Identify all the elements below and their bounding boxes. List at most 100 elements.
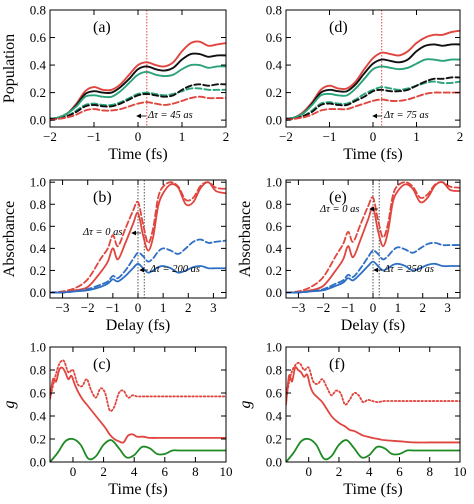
x-axis-label: Time (fs) [343, 481, 402, 498]
panel-e: −3 −2 −1 0 1 2 3 0.0 0.2 0.4 0.6 0.8 1.0 Delay (fs) Ab… [237, 175, 461, 334]
series-line [286, 437, 460, 462]
x-tick-label: 6 [162, 464, 169, 479]
y-tick-label: 0.2 [30, 263, 46, 278]
panel-d: −2 −1 0 1 2 0.0 0.2 0.4 0.6 0.8 Time (fs) (d) Δτ = 7… [266, 3, 464, 164]
series-line [50, 181, 226, 294]
series-line [286, 58, 460, 120]
y-tick-label: 0.4 [266, 58, 283, 73]
series-line [50, 181, 226, 294]
x-axis-label: Time (fs) [108, 146, 167, 163]
y-tick-label: 0.4 [30, 409, 47, 424]
series-line [286, 181, 460, 294]
panel-label: (e) [329, 189, 347, 206]
y-tick-label: 0.4 [30, 241, 47, 256]
x-tick-label: 1 [413, 129, 420, 144]
series-line [286, 181, 460, 294]
series-line [286, 91, 460, 122]
x-tick-label: 2 [419, 300, 426, 315]
y-tick-label: 0.4 [30, 58, 47, 73]
series-line [286, 43, 460, 120]
x-axis-label: Delay (fs) [106, 317, 170, 334]
series-line [50, 52, 226, 120]
x-tick-label: 3 [210, 300, 217, 315]
series-line [286, 80, 460, 120]
series-line [50, 262, 226, 294]
x-tick-label: −2 [43, 129, 57, 144]
y-axis-label: Absorbance [1, 201, 18, 277]
x-tick-label: 1 [395, 300, 402, 315]
x-tick-label: −3 [292, 300, 306, 315]
series-line [50, 63, 226, 120]
x-tick-label: 6 [396, 464, 403, 479]
series-line [286, 260, 460, 294]
x-tick-label: −2 [316, 300, 330, 315]
panel-c: 0 2 4 6 8 10 0.0 0.2 0.4 0.6 0.8 1.0 Time (fs) g (c) [1, 340, 233, 499]
panel-b: −3 −2 −1 0 1 2 3 0.0 0.2 0.4 0.6 0.8 1.0 Delay (fs) Ab… [1, 175, 227, 334]
y-tick-label: 0.0 [266, 113, 282, 128]
panel-label: (a) [93, 19, 111, 36]
plot-frame [285, 346, 461, 463]
series-line [50, 40, 226, 120]
y-tick-label: 0.6 [266, 30, 283, 45]
delta-tau-annotation: Δτ = 45 as [147, 110, 193, 121]
series-line [286, 361, 460, 406]
x-tick-label: 2 [185, 300, 192, 315]
x-tick-label: −2 [81, 300, 95, 315]
panel-label: (b) [93, 189, 112, 206]
y-tick-label: 0.0 [266, 285, 282, 300]
series-line [50, 83, 226, 120]
x-tick-label: 10 [220, 464, 233, 479]
y-axis-label: Population [1, 34, 18, 103]
x-tick-label: 2 [223, 129, 230, 144]
x-tick-label: 0 [135, 129, 142, 144]
y-axis-label: g [1, 401, 18, 409]
series-line [286, 241, 460, 294]
x-tick-label: 2 [100, 464, 107, 479]
x-tick-label: 0 [135, 300, 142, 315]
y-tick-label: 0.8 [266, 363, 282, 378]
delta-tau-annotation: Δτ = 200 as [149, 264, 200, 275]
delta-tau-annotation: Δτ = 0 as [319, 204, 359, 215]
x-tick-label: 8 [192, 464, 199, 479]
panel-f: 0 2 4 6 8 10 0.0 0.2 0.4 0.6 0.8 1.0 Time (fs) g (f) [237, 340, 467, 499]
y-tick-label: 0.8 [30, 363, 46, 378]
x-tick-label: −1 [323, 129, 337, 144]
series-line [50, 95, 226, 122]
y-tick-label: 0.6 [266, 219, 283, 234]
x-tick-label: 3 [444, 300, 451, 315]
x-axis-label: Time (fs) [343, 146, 402, 163]
y-tick-label: 1.0 [266, 175, 282, 190]
y-tick-label: 0.2 [30, 432, 46, 447]
panel-label: (f) [329, 356, 345, 373]
x-tick-label: 0 [70, 464, 77, 479]
y-tick-label: 0.6 [30, 30, 47, 45]
series-line [286, 366, 460, 444]
y-tick-label: 1.0 [30, 340, 46, 355]
x-tick-label: 4 [131, 464, 138, 479]
y-tick-label: 0.8 [30, 3, 46, 18]
x-tick-label: 0 [370, 300, 377, 315]
y-axis-label: Absorbance [237, 201, 254, 277]
panel-label: (d) [329, 19, 348, 36]
y-tick-label: 0.2 [30, 85, 46, 100]
x-tick-label: −1 [87, 129, 101, 144]
plot-frame [49, 346, 227, 463]
series-line [286, 76, 460, 120]
y-tick-label: 0.8 [30, 197, 46, 212]
x-tick-label: −3 [56, 300, 70, 315]
y-tick-label: 0.6 [266, 386, 283, 401]
x-tick-label: 2 [457, 129, 464, 144]
y-axis-label: g [237, 401, 254, 409]
delta-tau-annotation: Δτ = 250 as [383, 264, 434, 275]
x-tick-label: −2 [279, 129, 293, 144]
x-tick-label: 0 [370, 129, 377, 144]
y-tick-label: 0.0 [30, 113, 46, 128]
x-tick-label: 8 [426, 464, 433, 479]
y-tick-label: 1.0 [30, 175, 46, 190]
series-line [50, 359, 226, 412]
x-tick-label: 0 [305, 464, 312, 479]
y-tick-label: 0.6 [30, 219, 47, 234]
series-line [50, 87, 226, 120]
y-tick-label: 0.4 [266, 241, 283, 256]
y-tick-label: 1.0 [266, 340, 282, 355]
